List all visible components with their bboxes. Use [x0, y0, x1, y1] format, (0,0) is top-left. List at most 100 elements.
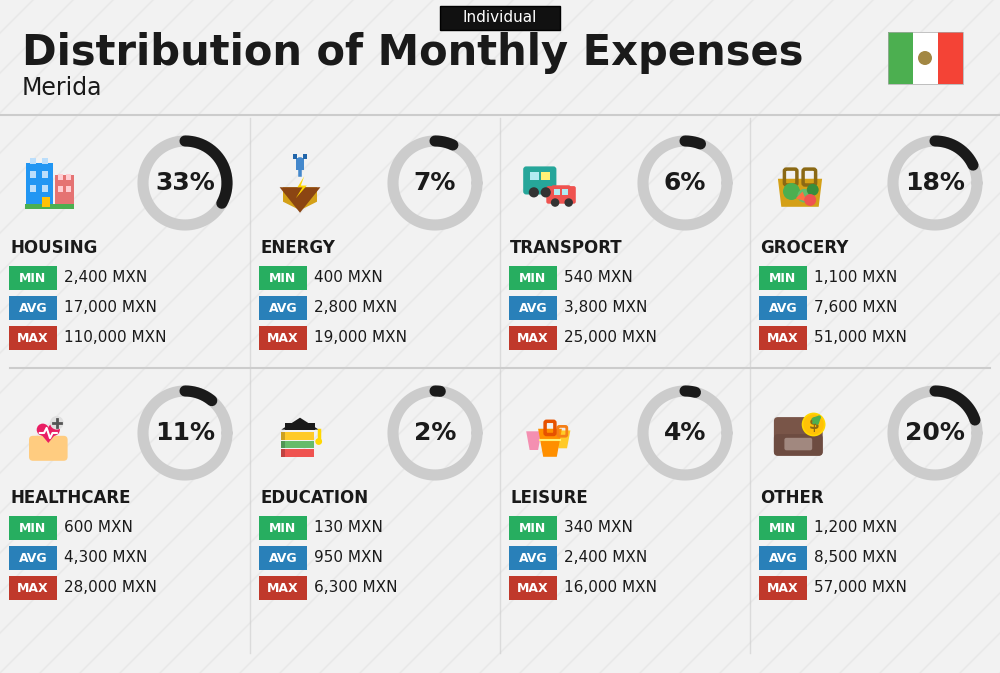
Text: MIN: MIN	[519, 522, 547, 534]
Bar	[938, 32, 962, 84]
FancyBboxPatch shape	[281, 441, 314, 448]
Circle shape	[551, 199, 559, 207]
Text: 4%: 4%	[664, 421, 706, 445]
Text: LEISURE: LEISURE	[510, 489, 588, 507]
Bar	[30, 184, 36, 192]
Polygon shape	[37, 429, 59, 443]
Text: 7,600 MXN: 7,600 MXN	[814, 301, 897, 316]
FancyBboxPatch shape	[509, 576, 557, 600]
FancyBboxPatch shape	[509, 266, 557, 290]
Circle shape	[802, 413, 826, 436]
Text: MAX: MAX	[17, 581, 49, 594]
Circle shape	[37, 423, 49, 435]
FancyBboxPatch shape	[509, 296, 557, 320]
FancyBboxPatch shape	[259, 266, 307, 290]
FancyBboxPatch shape	[759, 266, 807, 290]
Bar	[58, 174, 63, 180]
FancyBboxPatch shape	[509, 546, 557, 570]
FancyBboxPatch shape	[9, 296, 57, 320]
FancyBboxPatch shape	[774, 434, 823, 456]
Polygon shape	[526, 431, 542, 450]
FancyBboxPatch shape	[759, 516, 807, 540]
FancyBboxPatch shape	[546, 186, 576, 204]
Bar	[42, 197, 50, 207]
Text: 2,400 MXN: 2,400 MXN	[564, 551, 647, 565]
Bar	[541, 172, 550, 180]
Text: AVG: AVG	[269, 551, 297, 565]
Text: 7%: 7%	[414, 171, 456, 195]
FancyBboxPatch shape	[9, 326, 57, 350]
Text: MIN: MIN	[19, 271, 47, 285]
Text: 3,800 MXN: 3,800 MXN	[564, 301, 647, 316]
FancyBboxPatch shape	[259, 546, 307, 570]
Text: 19,000 MXN: 19,000 MXN	[314, 330, 407, 345]
Text: MAX: MAX	[517, 581, 549, 594]
FancyBboxPatch shape	[9, 576, 57, 600]
FancyBboxPatch shape	[9, 266, 57, 290]
Text: AVG: AVG	[269, 302, 297, 314]
FancyBboxPatch shape	[281, 449, 314, 457]
FancyBboxPatch shape	[759, 576, 807, 600]
Text: AVG: AVG	[519, 302, 547, 314]
Text: MAX: MAX	[267, 332, 299, 345]
Text: MIN: MIN	[269, 271, 297, 285]
FancyBboxPatch shape	[759, 546, 807, 570]
Text: 540 MXN: 540 MXN	[564, 271, 633, 285]
Text: 950 MXN: 950 MXN	[314, 551, 383, 565]
Text: HEALTHCARE: HEALTHCARE	[10, 489, 130, 507]
Bar	[912, 32, 938, 84]
Polygon shape	[538, 429, 562, 457]
Polygon shape	[796, 192, 807, 202]
Bar	[281, 432, 285, 439]
FancyBboxPatch shape	[281, 432, 314, 439]
Text: 33%: 33%	[155, 171, 215, 195]
Bar	[42, 157, 48, 164]
Polygon shape	[281, 418, 319, 429]
Text: 1,200 MXN: 1,200 MXN	[814, 520, 897, 536]
Text: 17,000 MXN: 17,000 MXN	[64, 301, 157, 316]
Text: 400 MXN: 400 MXN	[314, 271, 383, 285]
Circle shape	[807, 184, 819, 196]
Text: TRANSPORT: TRANSPORT	[510, 239, 623, 257]
Circle shape	[541, 187, 551, 197]
Text: 18%: 18%	[905, 171, 965, 195]
Text: Merida: Merida	[22, 76, 103, 100]
Text: AVG: AVG	[19, 551, 47, 565]
Bar	[66, 186, 71, 192]
Text: MAX: MAX	[767, 581, 799, 594]
Circle shape	[315, 438, 322, 445]
Text: 57,000 MXN: 57,000 MXN	[814, 581, 907, 596]
FancyBboxPatch shape	[259, 516, 307, 540]
Text: Distribution of Monthly Expenses: Distribution of Monthly Expenses	[22, 32, 804, 74]
Text: AVG: AVG	[19, 302, 47, 314]
Text: 51,000 MXN: 51,000 MXN	[814, 330, 907, 345]
Text: MIN: MIN	[769, 522, 797, 534]
FancyBboxPatch shape	[29, 436, 68, 461]
Polygon shape	[555, 431, 570, 448]
Text: MIN: MIN	[269, 522, 297, 534]
FancyBboxPatch shape	[440, 6, 560, 30]
Text: 2,400 MXN: 2,400 MXN	[64, 271, 147, 285]
Text: 110,000 MXN: 110,000 MXN	[64, 330, 166, 345]
Text: 11%: 11%	[155, 421, 215, 445]
Bar	[66, 174, 71, 180]
Text: MAX: MAX	[767, 332, 799, 345]
Bar	[30, 171, 36, 178]
Bar	[42, 171, 48, 178]
Text: GROCERY: GROCERY	[760, 239, 848, 257]
Circle shape	[783, 183, 800, 200]
Text: 6%: 6%	[664, 171, 706, 195]
FancyBboxPatch shape	[259, 326, 307, 350]
Text: EDUCATION: EDUCATION	[260, 489, 368, 507]
FancyBboxPatch shape	[784, 438, 812, 450]
Text: 2,800 MXN: 2,800 MXN	[314, 301, 397, 316]
Text: AVG: AVG	[769, 302, 797, 314]
Text: 16,000 MXN: 16,000 MXN	[564, 581, 657, 596]
Bar	[530, 172, 539, 180]
Text: MAX: MAX	[517, 332, 549, 345]
Bar	[43, 448, 57, 457]
Text: MAX: MAX	[267, 581, 299, 594]
Text: AVG: AVG	[519, 551, 547, 565]
Polygon shape	[296, 176, 307, 199]
Text: ENERGY: ENERGY	[260, 239, 335, 257]
